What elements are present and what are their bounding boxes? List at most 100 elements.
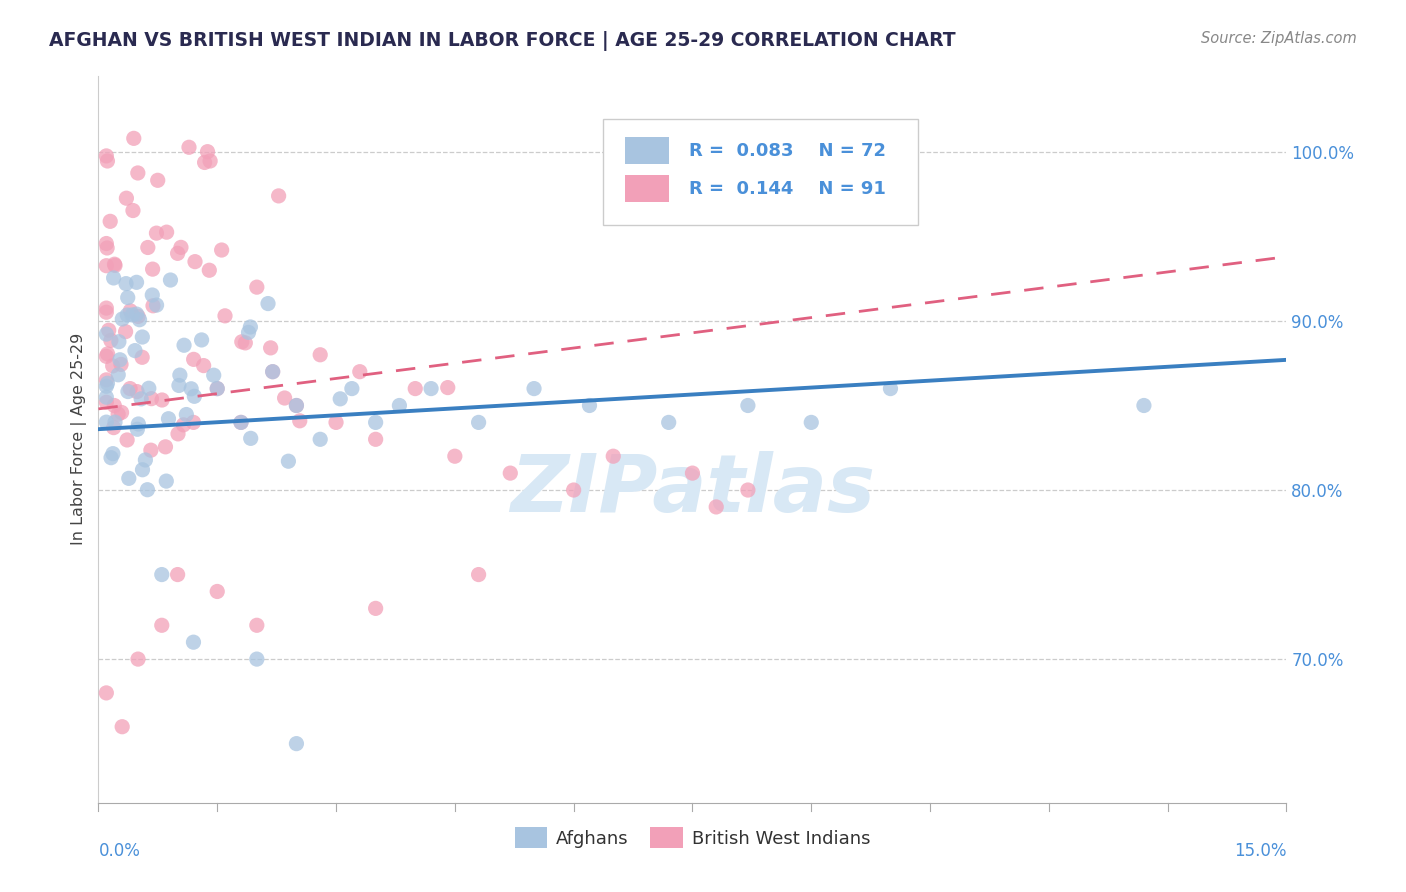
Point <box>239 431 262 445</box>
Point <box>104 415 127 429</box>
Point <box>96 236 118 251</box>
Point <box>125 276 148 290</box>
Point <box>96 305 118 319</box>
Point <box>259 341 281 355</box>
Point <box>127 166 149 180</box>
Point <box>125 384 148 399</box>
Text: R =  0.144    N = 91: R = 0.144 N = 91 <box>689 179 886 197</box>
Point <box>166 567 188 582</box>
Point <box>420 382 443 396</box>
Point <box>340 382 363 396</box>
Point <box>129 392 152 406</box>
Point <box>329 392 352 406</box>
Point <box>96 241 118 255</box>
Point <box>97 347 120 361</box>
Point <box>138 381 160 395</box>
Point <box>111 312 134 326</box>
Point <box>111 720 134 734</box>
Point <box>273 391 295 405</box>
Point <box>169 368 191 383</box>
Point <box>101 359 124 373</box>
Point <box>167 426 190 441</box>
Point <box>96 153 118 168</box>
Legend: Afghans, British West Indians: Afghans, British West Indians <box>508 821 877 855</box>
Point <box>364 416 387 430</box>
Point <box>183 389 205 403</box>
Point <box>150 618 173 632</box>
Point <box>100 334 122 348</box>
Point <box>170 240 193 254</box>
Point <box>388 399 411 413</box>
Text: AFGHAN VS BRITISH WEST INDIAN IN LABOR FORCE | AGE 25-29 CORRELATION CHART: AFGHAN VS BRITISH WEST INDIAN IN LABOR F… <box>49 31 956 51</box>
Point <box>96 395 118 409</box>
Point <box>229 416 252 430</box>
Point <box>155 440 177 454</box>
Point <box>444 449 467 463</box>
Point <box>879 382 901 396</box>
Point <box>183 416 205 430</box>
Point <box>120 382 142 396</box>
Point <box>578 399 600 413</box>
Point <box>103 257 125 271</box>
Point <box>172 417 194 432</box>
Point <box>246 652 269 666</box>
Point <box>131 463 153 477</box>
Point <box>96 259 118 273</box>
Point <box>117 308 139 322</box>
Point <box>523 382 546 396</box>
Point <box>704 500 727 514</box>
Point <box>122 203 145 218</box>
Text: 0.0%: 0.0% <box>98 842 141 860</box>
Point <box>364 433 387 447</box>
Point <box>104 259 127 273</box>
Point <box>285 399 308 413</box>
Point <box>198 263 221 277</box>
Point <box>285 399 308 413</box>
Point <box>1133 399 1156 413</box>
Point <box>127 417 149 431</box>
Point <box>309 348 332 362</box>
Point <box>141 288 163 302</box>
Point <box>176 408 198 422</box>
Point <box>117 384 139 399</box>
Point <box>125 307 148 321</box>
Point <box>267 189 290 203</box>
Point <box>262 365 284 379</box>
Point <box>233 335 256 350</box>
Point <box>190 333 212 347</box>
Point <box>117 291 139 305</box>
Point <box>96 301 118 315</box>
Point <box>127 652 149 666</box>
Point <box>231 334 253 349</box>
Point <box>166 246 188 260</box>
Point <box>288 414 311 428</box>
Point <box>141 392 163 406</box>
Point <box>150 392 173 407</box>
Point <box>122 131 145 145</box>
Point <box>118 471 141 485</box>
Point <box>131 330 153 344</box>
Point <box>142 262 165 277</box>
Point <box>145 298 167 312</box>
Point <box>173 338 195 352</box>
Point <box>96 349 118 363</box>
Point <box>184 254 207 268</box>
Point <box>96 415 118 429</box>
Point <box>467 567 489 582</box>
Point <box>183 635 205 649</box>
Point <box>98 214 121 228</box>
Point <box>246 280 269 294</box>
Point <box>205 382 228 396</box>
Point <box>110 357 132 371</box>
Point <box>562 483 585 497</box>
Point <box>180 382 202 396</box>
Point <box>110 405 132 419</box>
Point <box>115 433 138 447</box>
Point <box>239 320 262 334</box>
Point <box>193 359 215 373</box>
Point <box>325 416 347 430</box>
FancyBboxPatch shape <box>624 137 669 164</box>
Point <box>96 379 118 393</box>
Point <box>120 303 142 318</box>
Point <box>194 155 217 169</box>
